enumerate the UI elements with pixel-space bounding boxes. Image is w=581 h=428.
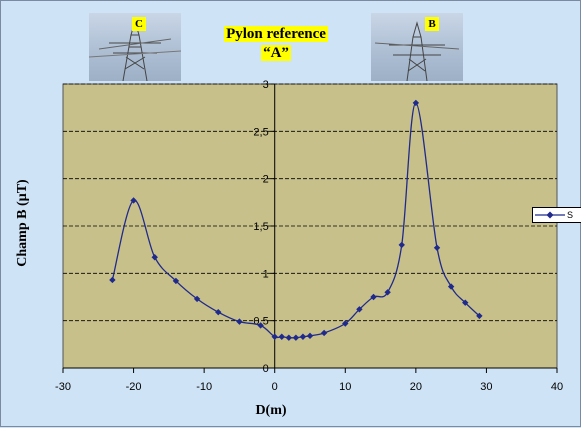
pylon-photo-b: B	[371, 13, 463, 81]
data-point	[412, 99, 420, 107]
x-tick-label: 30	[480, 381, 492, 393]
chart-title-line2: “A”	[261, 45, 291, 61]
data-point	[370, 293, 377, 301]
data-point	[285, 334, 293, 341]
legend-label: S	[567, 210, 574, 220]
pylon-b-tag: B	[425, 17, 439, 31]
data-point	[320, 329, 328, 337]
data-point	[257, 322, 264, 329]
y-tick-label: 3	[263, 79, 269, 91]
data-point	[215, 308, 222, 316]
x-tick-label: 10	[339, 381, 351, 393]
data-point	[130, 197, 137, 204]
y-tick-label: 2,5	[253, 126, 268, 138]
data-point	[342, 320, 349, 327]
x-tick-label: 0	[272, 381, 278, 393]
y-tick-label: 1	[263, 268, 269, 280]
data-point	[151, 254, 158, 261]
x-tick-label: 20	[410, 381, 422, 393]
pylon-tower-icon	[374, 21, 460, 81]
data-point	[447, 283, 455, 290]
chart-title: Pylon reference “A”	[201, 25, 351, 63]
data-point	[172, 277, 180, 285]
data-point	[236, 318, 243, 325]
data-point	[398, 241, 405, 249]
data-point	[356, 306, 363, 313]
x-tick-label: -20	[126, 381, 142, 393]
x-tick-label: -10	[196, 381, 212, 393]
pylon-photo-c: C	[89, 13, 181, 81]
y-tick-label: 1,5	[253, 221, 268, 233]
x-tick-label: 40	[551, 381, 563, 393]
data-point	[384, 289, 391, 296]
legend: S	[532, 207, 581, 223]
data-point	[306, 332, 314, 340]
y-tick-label: 0	[263, 363, 269, 375]
data-point	[292, 334, 300, 341]
data-point	[193, 295, 201, 303]
data-point	[433, 244, 441, 251]
y-tick-label: 2	[263, 174, 269, 186]
data-point	[109, 276, 116, 284]
data-point	[476, 312, 483, 320]
data-point	[271, 333, 278, 340]
x-axis-label: D(m)	[255, 403, 287, 418]
pylon-c-tag: C	[132, 17, 146, 31]
data-point	[462, 299, 469, 306]
data-point	[299, 333, 307, 340]
legend-swatch	[535, 211, 565, 219]
x-tick-label: -30	[55, 381, 71, 393]
chart-title-line1: Pylon reference	[224, 26, 328, 42]
y-axis-label: Champ B (µT)	[15, 179, 30, 267]
data-point	[278, 333, 285, 340]
